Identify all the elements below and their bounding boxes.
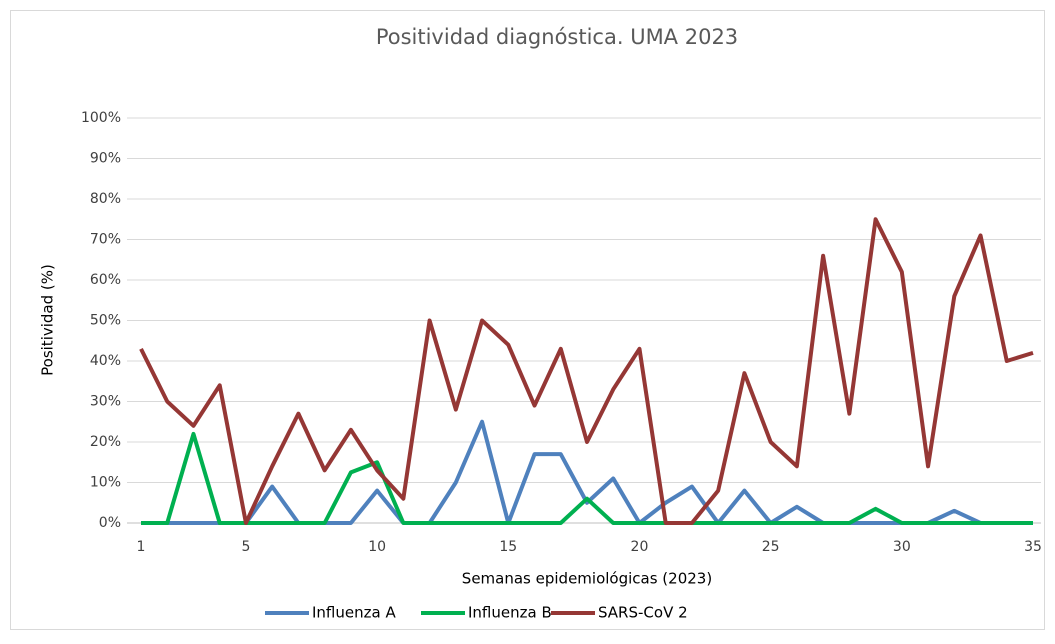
series-line: [139, 217, 1034, 525]
y-tick-label: 70%: [90, 232, 121, 248]
y-tick-label: 80%: [90, 191, 121, 207]
x-axis-label: Semanas epidemiológicas (2023): [462, 570, 712, 588]
x-tick-label: 25: [762, 539, 780, 555]
series-line: [141, 419, 1033, 525]
y-tick-label: 10%: [90, 475, 121, 491]
series-line: [141, 431, 1033, 525]
x-tick-label: 5: [241, 539, 250, 555]
x-tick-label: 10: [368, 539, 386, 555]
y-axis-label: Positividad (%): [39, 264, 57, 376]
legend-label: Influenza B: [468, 604, 552, 622]
y-tick-label: 20%: [90, 434, 121, 450]
x-tick-label: 20: [631, 539, 649, 555]
chart-title: Positividad diagnóstica. UMA 2023: [376, 25, 738, 49]
y-tick-label: 40%: [90, 353, 121, 369]
legend-label: SARS-CoV 2: [598, 604, 688, 622]
x-tick-label: 30: [893, 539, 911, 555]
y-tick-label: 50%: [90, 313, 121, 329]
legend-label: Influenza A: [312, 604, 396, 622]
x-tick-label: 1: [137, 539, 146, 555]
y-tick-label: 30%: [90, 394, 121, 410]
x-tick-label: 15: [499, 539, 517, 555]
y-tick-label: 90%: [90, 151, 121, 167]
x-tick-label: 35: [1024, 539, 1042, 555]
y-tick-label: 60%: [90, 272, 121, 288]
y-tick-label: 100%: [81, 110, 121, 126]
y-tick-label: 0%: [99, 515, 121, 531]
